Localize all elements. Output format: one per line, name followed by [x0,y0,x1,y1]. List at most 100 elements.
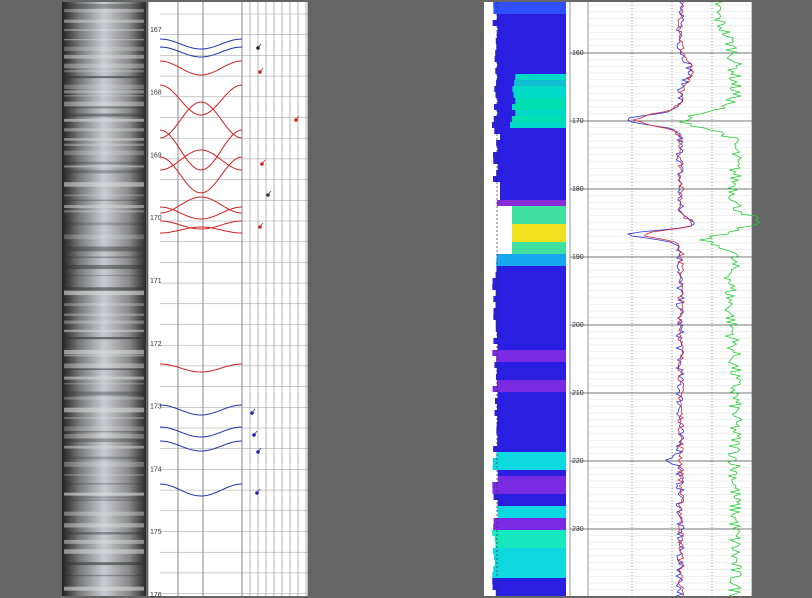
core-band [64,90,144,93]
color-band [497,32,566,38]
color-band [512,212,566,218]
core-band [64,321,144,324]
core-band [64,512,144,516]
color-band [497,62,515,68]
depth-label: 167 [150,27,162,34]
core-band [64,523,144,527]
core-band [64,114,144,117]
depth-label: 169 [150,152,162,159]
core-band [64,397,144,400]
color-band [494,554,566,560]
core-band [64,95,144,96]
color-band [500,182,566,188]
color-band [497,254,566,260]
color-band [494,362,566,368]
core-band [64,205,144,208]
color-band [493,20,566,26]
core-band [64,313,144,316]
color-band [492,572,566,578]
core-band [64,182,144,187]
color-band [497,26,566,32]
color-track [492,2,566,596]
color-band [493,386,566,392]
depth-label: 171 [150,278,162,285]
depth-label: 172 [150,341,162,348]
color-band [497,416,566,422]
color-band [512,230,566,236]
color-band [496,356,566,362]
depth-label: 168 [150,90,162,97]
depth-label: 190 [572,254,584,261]
core-band [64,493,144,496]
color-band [498,470,566,476]
core-band [64,106,144,108]
color-band [495,536,566,542]
core-band [64,20,144,23]
core-band [64,194,144,196]
color-band [497,380,566,386]
page: {"left_track": {"depth_labels": ["167", … [0,0,812,598]
core-band [64,64,144,69]
core-band [64,446,144,449]
color-band [496,92,514,98]
color-band [496,266,566,272]
core-band [64,166,144,168]
color-band [496,140,566,146]
color-band [495,542,566,548]
color-band [496,260,566,266]
color-band [497,200,566,206]
depth-label: 230 [572,526,584,533]
color-band [496,38,566,44]
core-band [64,438,144,442]
color-band [492,530,566,536]
color-band [496,326,566,332]
color-band [493,446,566,452]
color-band [497,14,566,20]
core-band [64,29,144,31]
core-band [64,102,144,107]
core-band [64,287,144,291]
color-band [494,494,566,500]
color-band [497,434,566,440]
color-band [497,146,566,152]
depth-label: 160 [572,50,584,57]
core-band [64,128,144,131]
color-band [498,392,566,398]
core-band [64,575,144,576]
color-band [496,290,566,296]
color-band [512,248,566,254]
color-band [496,590,566,596]
core-band [64,532,144,535]
color-band [493,296,566,302]
color-band [500,194,566,200]
color-band [512,236,566,242]
color-band [492,488,566,494]
color-band [497,98,515,104]
core-band [64,337,144,339]
core-band [64,377,144,380]
color-band [493,2,566,8]
color-band [495,560,566,566]
color-band [496,80,514,86]
core-band [64,76,144,78]
core-band [64,350,144,354]
core-band [64,256,144,258]
color-band [493,176,566,182]
color-band [496,320,566,326]
core-band [64,540,144,544]
core-band [64,431,144,432]
color-band [493,524,566,530]
core-band [64,151,144,156]
color-band [498,476,566,482]
depth-label: 210 [572,390,584,397]
color-band [498,512,566,518]
core-band [64,408,144,413]
color-band [496,452,566,458]
core-band [64,47,144,51]
depth-label: 180 [572,186,584,193]
color-band [492,578,566,584]
color-band [494,518,566,524]
core-band [64,483,144,484]
core-band [64,200,144,201]
core-band [64,9,144,12]
